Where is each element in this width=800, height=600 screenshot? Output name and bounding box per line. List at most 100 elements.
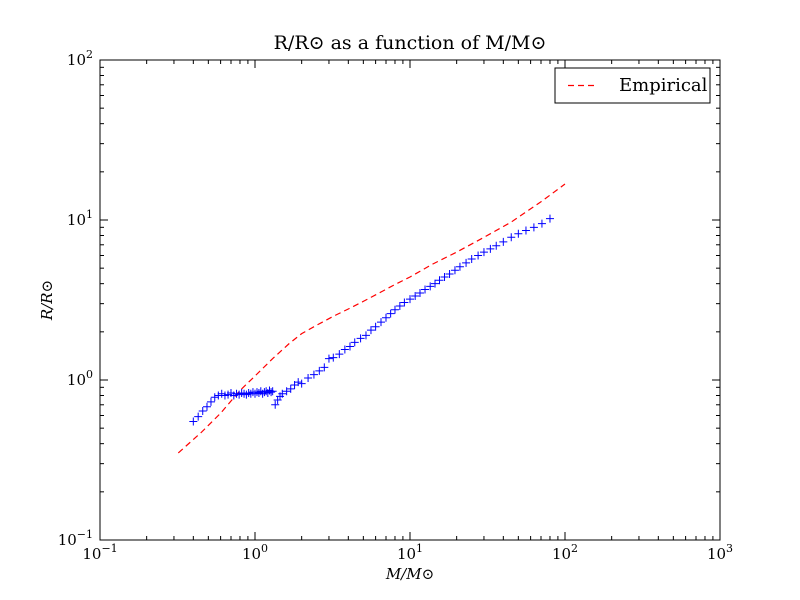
data-point [309, 370, 318, 379]
x-tick-label-base: 10 [552, 545, 571, 563]
x-tick-label-exponent: 3 [726, 542, 733, 555]
data-point [390, 305, 399, 314]
data-point [265, 386, 274, 395]
data-point [499, 237, 508, 246]
data-point [467, 255, 476, 264]
data-point [377, 318, 386, 327]
data-point [386, 309, 395, 318]
x-tick-label-base: 10 [707, 545, 726, 563]
data-point [329, 353, 338, 362]
series-line-empirical [177, 183, 566, 454]
data-point [251, 389, 259, 398]
data-point [282, 387, 291, 396]
data-point [474, 251, 483, 260]
y-tick-label-exponent: 2 [86, 48, 93, 61]
y-tick-label: 101 [67, 208, 93, 229]
data-point [411, 291, 420, 300]
data-point [267, 388, 276, 397]
data-point [206, 397, 215, 406]
data-point [395, 302, 404, 311]
data-point [435, 276, 444, 285]
y-axis-label: R/R⊙ [38, 280, 56, 321]
y-tick-label-exponent: 1 [86, 208, 93, 221]
data-point [400, 298, 409, 307]
data-point [431, 279, 440, 288]
y-tick-label-exponent: 0 [86, 368, 93, 381]
legend: Empirical [554, 67, 711, 104]
data-point [217, 389, 226, 398]
data-point [361, 331, 370, 340]
y-tick-label-exponent: −1 [77, 528, 93, 541]
data-point [340, 345, 349, 354]
data-point [415, 288, 424, 297]
data-point [210, 393, 219, 402]
data-point [315, 366, 324, 375]
data-point [189, 417, 198, 426]
data-point [335, 350, 344, 359]
data-point [492, 241, 501, 250]
x-tick-label: 101 [397, 542, 423, 563]
data-point [521, 226, 530, 235]
data-point [440, 273, 449, 282]
legend-label-empirical: Empirical [619, 75, 708, 96]
x-tick-label-base: 10 [397, 545, 416, 563]
x-axis-label: M/M⊙ [385, 565, 434, 583]
x-tick-label: 102 [552, 542, 578, 563]
data-point [350, 338, 359, 347]
data-point [381, 313, 390, 322]
data-point [445, 269, 454, 278]
data-point [286, 384, 295, 393]
y-tick-label-base: 10 [67, 371, 86, 389]
x-tick-label-exponent: 1 [416, 542, 423, 555]
data-point [366, 326, 375, 335]
x-tick-label-base: 10 [242, 545, 261, 563]
data-point [345, 342, 354, 351]
plot-area [177, 183, 566, 454]
data-point [455, 262, 464, 271]
x-tick-label: 103 [707, 542, 733, 563]
data-point [198, 407, 207, 416]
y-tick-label-base: 10 [67, 211, 86, 229]
data-point [268, 387, 277, 396]
data-point [507, 233, 516, 242]
data-point [254, 388, 263, 397]
data-point [545, 214, 554, 223]
data-point [278, 389, 287, 398]
data-point [450, 266, 459, 275]
data-point [252, 388, 261, 397]
data-point [537, 219, 546, 228]
y-tick-label-base: 10 [58, 531, 77, 549]
x-tick-label-exponent: −1 [101, 542, 117, 555]
y-tick-label-base: 10 [67, 51, 86, 69]
data-point [356, 334, 365, 343]
data-point [486, 244, 495, 253]
data-point [194, 412, 203, 421]
data-point [320, 363, 329, 372]
data-point [297, 379, 306, 388]
data-point [479, 248, 488, 257]
data-point [421, 285, 430, 294]
data-point [529, 223, 538, 232]
chart-title: R/R⊙ as a function of M/M⊙ [274, 32, 547, 54]
y-tick-label: 100 [67, 368, 93, 389]
x-tick-label-exponent: 0 [261, 542, 268, 555]
data-point [271, 400, 280, 409]
y-tick-label: 10−1 [58, 528, 93, 549]
data-point [294, 378, 303, 387]
data-point [260, 388, 269, 397]
data-point [426, 282, 435, 291]
data-point [462, 258, 471, 267]
data-point [371, 322, 380, 331]
x-tick-label: 100 [242, 542, 268, 563]
data-point [406, 295, 414, 304]
data-point [202, 402, 211, 411]
x-tick-label-exponent: 2 [571, 542, 578, 555]
data-point [304, 373, 313, 382]
y-tick-label: 102 [67, 48, 93, 69]
x-tick-label: 10−1 [82, 542, 117, 563]
data-point [514, 229, 523, 238]
data-point [324, 354, 333, 363]
x-tick-label-base: 10 [82, 545, 101, 563]
